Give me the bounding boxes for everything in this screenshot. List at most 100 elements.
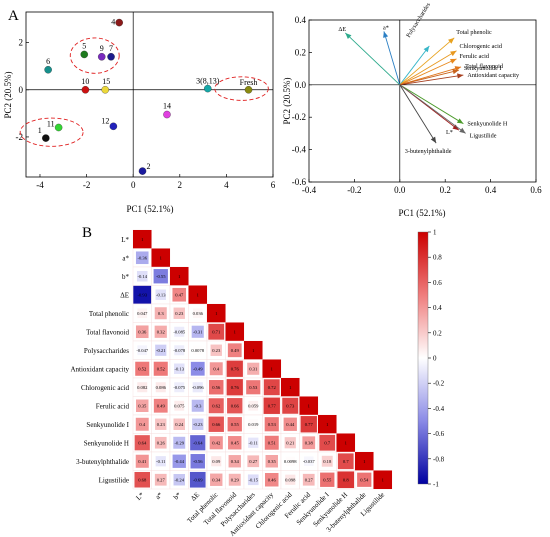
- heatmap-cell: [336, 433, 355, 452]
- colorbar-tick-label: -0.6: [433, 430, 445, 438]
- heatmap-cell: [248, 419, 258, 429]
- score-y-tick-label: 2: [19, 38, 24, 48]
- heatmap-cell: [154, 436, 167, 449]
- heatmap-cell-value: 0.23: [175, 311, 184, 316]
- heatmap-cell: [151, 248, 170, 267]
- heatmap-cell-value: -0.56: [193, 459, 203, 464]
- loading-vector-label: Ferulic acid: [460, 53, 490, 60]
- colorbar-tick-label: 0.2: [433, 329, 442, 337]
- heatmap-cell: [337, 471, 355, 489]
- loading-vector-line: [399, 84, 466, 134]
- loading-vector-line: [399, 45, 430, 86]
- heatmap-cell-value: -0.085: [173, 329, 186, 334]
- score-point-3-8-13: [204, 84, 212, 93]
- heatmap-cell: [174, 382, 185, 393]
- heatmap-cell: [135, 325, 149, 339]
- score-point-12: [109, 122, 118, 131]
- heatmap-cell-value: 0.32: [157, 329, 166, 334]
- heatmap-cell: [192, 418, 204, 430]
- heatmap-cell-value: -0.3: [194, 403, 202, 408]
- score-y-axis-title: PC2 (20.5%): [3, 71, 13, 118]
- heatmap-cell-value: -0.037: [303, 459, 316, 464]
- heatmap-cell: [208, 398, 224, 414]
- heatmap-cell-value: 0.3: [158, 311, 164, 316]
- heatmap-cell: [247, 474, 259, 486]
- heatmap-cell: [227, 398, 243, 414]
- loading-y-axis-title: PC2 (20.5%): [282, 77, 292, 124]
- heatmap-cell-value: 0.09: [212, 459, 221, 464]
- heatmap-row-label: 3-butenylphthalide: [76, 458, 129, 466]
- loading-vector-a: a*: [383, 24, 401, 85]
- score-x-tick-label: 4: [224, 180, 229, 190]
- loading-vector-total-phenolic: Total phenolic: [399, 29, 492, 86]
- heatmap-row-labels: L* a* b* ΔE Total phenolic Total flavonoid Pol…: [70, 236, 129, 485]
- heatmap-cell: [373, 470, 392, 489]
- heatmap-cell-value: 0.77: [305, 422, 314, 427]
- heatmap-cell-value: 1: [197, 292, 200, 297]
- score-point-6: [44, 66, 52, 74]
- heatmap-cell-value: 0.4: [213, 366, 219, 371]
- heatmap-cell: [262, 359, 281, 378]
- loading-vector-line: [399, 37, 455, 86]
- heatmap-cell: [247, 455, 260, 468]
- heatmap-cell-value: 0.0098: [284, 459, 297, 464]
- score-cluster-ellipse: [19, 117, 84, 147]
- loading-vector-arrowhead: [383, 31, 389, 38]
- score-point-label: 12: [101, 116, 109, 125]
- heatmap-cell: [135, 417, 149, 431]
- loading-y-tick-label: -0.4: [292, 145, 307, 155]
- heatmap-cell-value: 0.098: [285, 477, 296, 482]
- heatmap-cell: [246, 380, 261, 395]
- loading-vector-arrowhead: [450, 58, 457, 64]
- heatmap-cell: [302, 473, 315, 486]
- heatmap-cell: [285, 474, 296, 485]
- loading-vector-line: [383, 31, 401, 85]
- score-x-tick-label: -2: [83, 180, 91, 190]
- heatmap-cell: [303, 456, 314, 467]
- heatmap-cell-value: -0.11: [156, 459, 166, 464]
- colorbar-tick-label: -0.4: [433, 405, 445, 413]
- score-ellipses: [19, 37, 269, 147]
- colorbar-gradient: [417, 231, 429, 485]
- heatmap-cell-value: 0.18: [323, 459, 332, 464]
- heatmap-cell-value: -0.69: [193, 477, 203, 482]
- heatmap-cell-value: 0.35: [268, 459, 277, 464]
- score-point-label: 14: [163, 102, 171, 111]
- score-point-fresh: [244, 86, 253, 94]
- heatmap-cell: [137, 382, 148, 393]
- heatmap-cell-value: 0.23: [157, 422, 166, 427]
- heatmap-cell: [133, 230, 152, 249]
- score-point-1: [42, 134, 50, 142]
- heatmap-cell-value: 0.24: [175, 422, 184, 427]
- heatmap-cell: [172, 454, 186, 468]
- loading-x-tick-label: 0.0: [394, 185, 406, 195]
- score-point-7: [107, 53, 115, 61]
- heatmap-cell-value: -0.075: [173, 385, 186, 390]
- heatmap-cell: [357, 472, 372, 487]
- heatmap-cell-value: 0.019: [248, 422, 259, 427]
- heatmap-cell: [191, 399, 204, 412]
- loading-vector-label: L*: [446, 129, 453, 136]
- heatmap-cell-value: 0.27: [305, 477, 314, 482]
- heatmap-cell: [192, 308, 203, 319]
- score-point-5: [80, 50, 89, 59]
- heatmap-cell: [134, 471, 151, 488]
- heatmap-cell-value: 0.53: [249, 385, 258, 390]
- loading-y-tick-label: 0.4: [295, 15, 307, 25]
- score-point-label: 10: [81, 77, 89, 86]
- heatmap-row-label: a*: [122, 254, 129, 262]
- loading-plot-frame: [308, 19, 537, 183]
- heatmap-cell: [170, 267, 189, 286]
- heatmap-cell-value: 0.47: [175, 292, 184, 297]
- heatmap-cell-value: 0.27: [249, 459, 258, 464]
- heatmap-cell-value: 1: [308, 403, 311, 408]
- loading-vector-line: [399, 69, 459, 86]
- loading-vector-senkyunolide-h: Senkyunolide H: [399, 84, 508, 128]
- heatmap-cell-value: 0.52: [157, 366, 166, 371]
- heatmap-cell-value: -0.23: [193, 422, 203, 427]
- heatmap-cell-value: 0.082: [137, 385, 148, 390]
- heatmap-cell: [136, 399, 149, 412]
- score-point-label: 4: [111, 18, 115, 27]
- loading-vector-senkyunolide-i: Senkyunolide I: [399, 65, 501, 86]
